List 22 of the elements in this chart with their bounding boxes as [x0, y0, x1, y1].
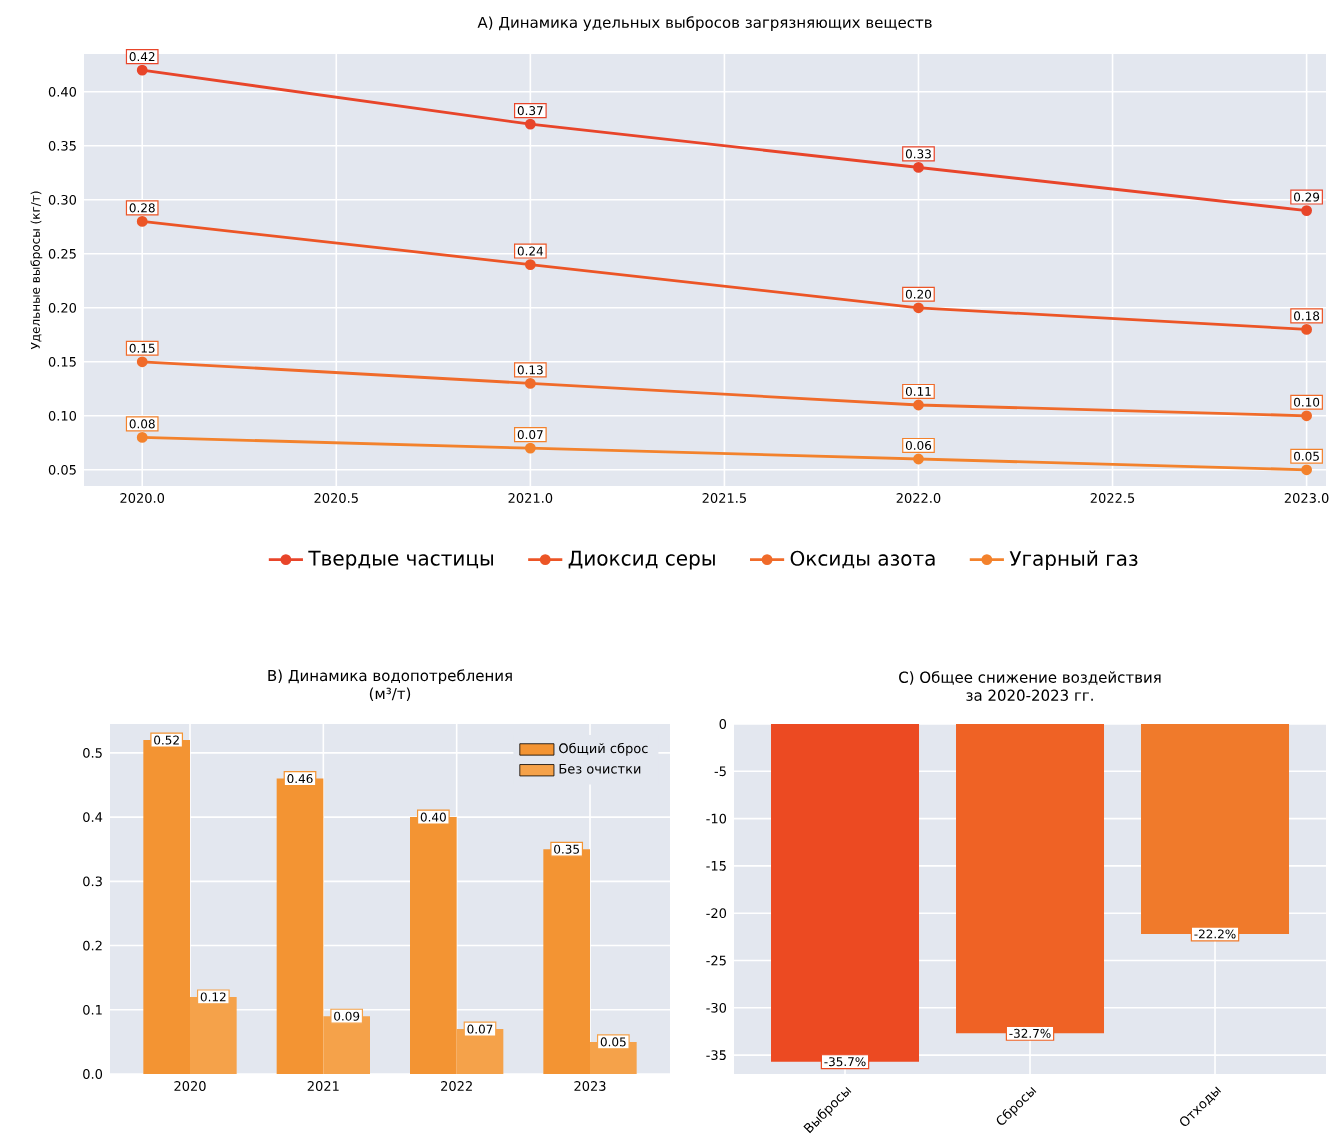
point: [524, 118, 536, 130]
point: [136, 64, 148, 76]
point: [524, 259, 536, 270]
point: [913, 453, 924, 465]
point: [524, 377, 536, 389]
point: [1301, 464, 1312, 476]
point: [136, 356, 148, 368]
point: [136, 431, 148, 443]
legend-label: Угарный газ: [1009, 550, 1138, 570]
point: [1301, 323, 1312, 335]
point: [1301, 410, 1312, 422]
point: [524, 442, 536, 454]
legend-label: Твердые частицы: [308, 550, 493, 570]
point: [913, 399, 924, 411]
point: [913, 302, 924, 314]
point: [136, 215, 148, 227]
point: [913, 161, 924, 173]
legend-label: Диоксид серы: [568, 550, 715, 570]
bar: [190, 996, 237, 1074]
legend-label: Оксиды азота: [790, 550, 935, 569]
point: [1301, 205, 1312, 216]
bar: [276, 778, 324, 1074]
